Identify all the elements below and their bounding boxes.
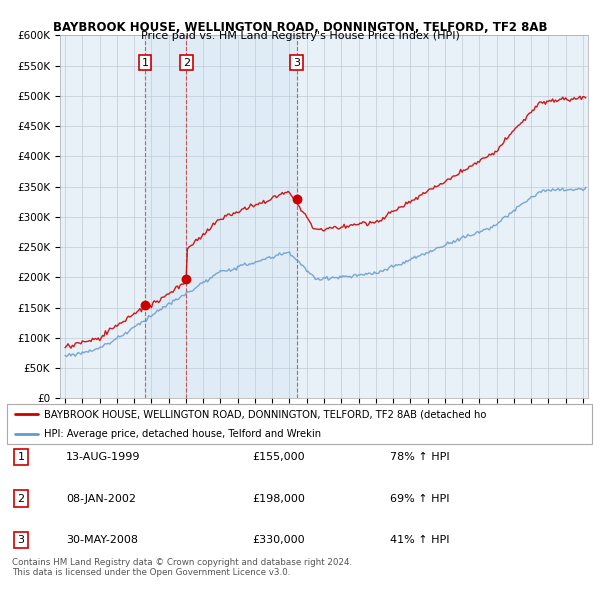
- FancyBboxPatch shape: [7, 404, 592, 444]
- Text: Contains HM Land Registry data © Crown copyright and database right 2024.
This d: Contains HM Land Registry data © Crown c…: [12, 558, 352, 577]
- Text: 3: 3: [293, 58, 300, 68]
- Text: 2: 2: [17, 494, 25, 503]
- Bar: [145, 35, 187, 398]
- Point: [140, 300, 149, 309]
- Text: 78% ↑ HPI: 78% ↑ HPI: [390, 453, 449, 462]
- Text: 30-MAY-2008: 30-MAY-2008: [66, 535, 138, 545]
- Text: Price paid vs. HM Land Registry's House Price Index (HPI): Price paid vs. HM Land Registry's House …: [140, 31, 460, 41]
- Point: [182, 274, 191, 283]
- Text: £155,000: £155,000: [252, 453, 305, 462]
- Text: 13-AUG-1999: 13-AUG-1999: [66, 453, 140, 462]
- Text: £330,000: £330,000: [252, 535, 305, 545]
- Text: HPI: Average price, detached house, Telford and Wrekin: HPI: Average price, detached house, Telf…: [44, 429, 322, 439]
- Text: 69% ↑ HPI: 69% ↑ HPI: [390, 494, 449, 503]
- Text: 3: 3: [17, 535, 25, 545]
- Text: BAYBROOK HOUSE, WELLINGTON ROAD, DONNINGTON, TELFORD, TF2 8AB: BAYBROOK HOUSE, WELLINGTON ROAD, DONNING…: [53, 21, 547, 34]
- Point: [292, 194, 301, 204]
- Bar: [187, 35, 296, 398]
- Text: 08-JAN-2002: 08-JAN-2002: [66, 494, 136, 503]
- Text: £198,000: £198,000: [252, 494, 305, 503]
- Text: 2: 2: [183, 58, 190, 68]
- Text: 41% ↑ HPI: 41% ↑ HPI: [390, 535, 449, 545]
- Text: 1: 1: [142, 58, 148, 68]
- Text: 1: 1: [17, 453, 25, 462]
- Text: BAYBROOK HOUSE, WELLINGTON ROAD, DONNINGTON, TELFORD, TF2 8AB (detached ho: BAYBROOK HOUSE, WELLINGTON ROAD, DONNING…: [44, 409, 487, 419]
